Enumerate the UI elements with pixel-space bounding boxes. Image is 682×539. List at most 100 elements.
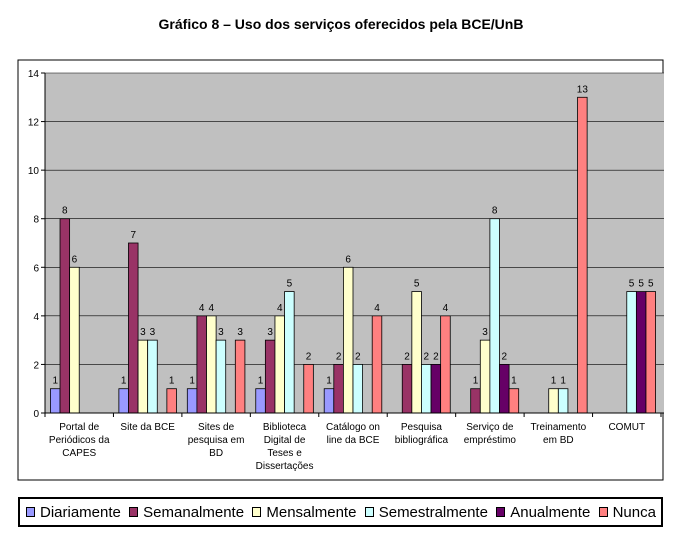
data-label: 6	[72, 254, 78, 265]
bar	[206, 315, 217, 414]
data-label: 6	[345, 254, 351, 265]
data-label: 13	[577, 84, 589, 95]
x-tick-label: Biblioteca Digital de Teses e Dissertações	[256, 422, 314, 472]
bar	[352, 364, 364, 414]
y-tick-label: 8	[33, 215, 39, 226]
bar	[479, 339, 491, 414]
data-label: 2	[306, 351, 312, 362]
bar	[118, 388, 129, 414]
data-label: 1	[121, 376, 127, 387]
y-axis-ticks: 0 2 4 6 8 10 12 14	[28, 69, 45, 420]
legend-swatch	[364, 507, 374, 517]
data-label: 1	[326, 376, 332, 387]
legend-swatch	[26, 507, 35, 517]
bar	[635, 291, 647, 414]
legend-swatch	[129, 507, 139, 517]
legend-item: Semanalmente	[129, 504, 244, 521]
y-tick-label: 0	[33, 409, 39, 420]
data-label: 1	[551, 376, 557, 387]
data-label: 3	[482, 327, 488, 338]
data-label: 3	[237, 327, 243, 338]
data-label: 2	[355, 351, 361, 362]
data-label: 1	[52, 376, 58, 387]
bar	[147, 339, 158, 414]
data-label: 5	[648, 279, 654, 290]
legend-item: Anualmente	[496, 504, 590, 521]
data-label: 4	[199, 303, 205, 314]
data-label: 1	[169, 376, 175, 387]
legend-label: Semestralmente	[378, 503, 488, 521]
x-tick-label: Pesquisa bibliográfica	[395, 422, 449, 446]
bar	[440, 315, 451, 414]
legend-item: Mensalmente	[252, 504, 356, 521]
y-tick-label: 4	[33, 312, 39, 323]
gridlines	[45, 72, 664, 365]
bar	[128, 242, 139, 414]
legend-label: Semanalmente	[143, 503, 245, 521]
x-tick-label: Catálogo on line da BCE	[326, 422, 380, 446]
bar	[186, 388, 198, 414]
data-label: 5	[287, 279, 293, 290]
bars	[50, 96, 656, 414]
data-label: 5	[414, 279, 420, 290]
x-tick-label: COMUT	[608, 422, 645, 433]
data-label: 5	[638, 279, 644, 290]
data-label: 3	[218, 327, 224, 338]
legend-swatch	[598, 507, 608, 517]
bar	[215, 339, 227, 414]
legend-item: Diariamente	[26, 504, 121, 521]
data-label: 1	[258, 376, 264, 387]
bar	[234, 339, 246, 414]
y-tick-label: 10	[28, 166, 40, 177]
bar	[548, 388, 559, 414]
bar	[69, 266, 80, 414]
data-label: 1	[560, 376, 566, 387]
bar	[489, 218, 500, 414]
legend: Diariamente Semanalmente Mensalmente Semest…	[18, 497, 663, 527]
bar	[264, 339, 276, 414]
bar	[411, 291, 422, 414]
bar	[421, 364, 432, 414]
x-tick-label: Serviço de empréstimo	[464, 422, 517, 446]
data-label: 8	[492, 206, 498, 217]
bar	[577, 96, 588, 414]
bar	[508, 388, 520, 414]
data-label: 4	[209, 303, 215, 314]
legend-item: Nunca	[598, 503, 656, 521]
bar	[255, 388, 266, 414]
bar	[50, 388, 61, 414]
bar	[342, 266, 354, 414]
bar	[137, 339, 149, 414]
chart-title: Gráfico 8 – Uso dos serviços oferecidos …	[158, 16, 524, 32]
bar	[59, 218, 71, 414]
data-label: 7	[130, 230, 136, 241]
data-label: 2	[423, 351, 429, 362]
legend-label: Diariamente	[40, 503, 121, 521]
bar	[499, 364, 510, 414]
data-label: 5	[629, 279, 635, 290]
legend-swatch	[252, 507, 262, 517]
data-label: 2	[336, 351, 342, 362]
bar	[196, 315, 207, 414]
legend-item: Semestralmente	[364, 503, 488, 521]
y-tick-label: 2	[33, 360, 39, 371]
data-label: 4	[443, 303, 449, 314]
bar	[430, 364, 442, 414]
axes	[44, 73, 664, 417]
data-label: 3	[267, 327, 273, 338]
data-label: 1	[473, 376, 479, 387]
x-tick-label: Sites de pesquisa em BD	[188, 422, 245, 459]
x-tick-label: Portal de Periódicos da CAPES	[49, 422, 110, 459]
bar	[626, 291, 637, 414]
y-tick-label: 14	[28, 69, 40, 80]
data-label: 8	[62, 206, 68, 217]
x-tick-label: Site da BCE	[120, 422, 175, 433]
data-label: 2	[404, 351, 410, 362]
legend-swatch	[496, 507, 506, 517]
x-tick-label: Treinamento em BD	[530, 422, 586, 446]
legend-label: Nunca	[612, 503, 656, 521]
data-label: 2	[502, 351, 508, 362]
x-axis-labels: Portal de Periódicos da CAPES Site da BCE Si…	[49, 422, 645, 472]
